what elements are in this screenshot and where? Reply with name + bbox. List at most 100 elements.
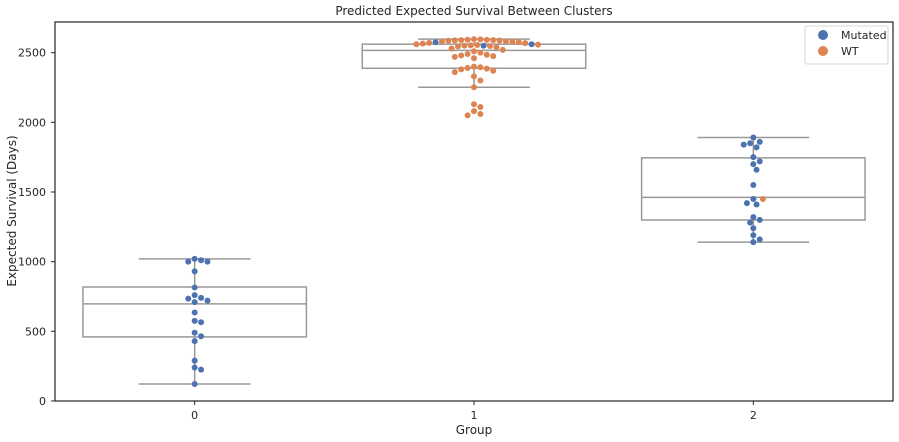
wt-point [471, 101, 477, 108]
wt-point [487, 42, 493, 49]
mutated-point [198, 294, 205, 301]
wt-point [477, 64, 484, 71]
mutated-point [198, 319, 205, 326]
mutated-point [750, 225, 757, 232]
legend-label-mutated: Mutated [841, 29, 887, 42]
box-iqr [640, 157, 866, 221]
wt-point [759, 195, 766, 202]
legend: Mutated WT [804, 25, 889, 65]
wt-point [451, 69, 458, 76]
y-tick-label: 0 [39, 395, 46, 408]
wt-point [471, 48, 477, 55]
mutated-point [740, 141, 747, 148]
mutated-point [198, 333, 205, 340]
mutated-point [747, 140, 754, 147]
wt-point [464, 112, 471, 119]
wt-point [477, 103, 484, 110]
mutated-point [185, 295, 192, 302]
y-axis-title: Expected Survival (Days) [5, 135, 19, 286]
mutated-point [750, 239, 757, 246]
wt-point [464, 64, 471, 71]
wt-point [509, 38, 516, 45]
wt-point [448, 45, 455, 52]
wt-point [458, 66, 465, 73]
wt-point [458, 37, 465, 44]
wt-point [490, 67, 497, 74]
chart-title: Predicted Expected Survival Between Clus… [335, 4, 612, 18]
mutated-point [191, 357, 198, 364]
wt-point [477, 49, 484, 56]
wt-point [471, 36, 477, 43]
x-axis-title: Group [456, 423, 493, 437]
mutated-point [753, 144, 760, 151]
wt-point [419, 40, 426, 47]
mutated-point [750, 134, 757, 141]
mutated-point [191, 284, 198, 291]
wt-point [451, 53, 458, 60]
mutated-point [750, 154, 757, 161]
mutated-point [750, 232, 757, 239]
legend-marker-mutated [818, 30, 828, 40]
x-tick-label: 0 [191, 409, 198, 422]
mutated-point [198, 257, 205, 264]
wt-point [474, 41, 481, 48]
wt-point [477, 110, 484, 117]
mutated-point [191, 381, 198, 388]
mutated-point [191, 268, 198, 275]
wt-point [496, 37, 503, 44]
mutated-point [528, 41, 535, 48]
wt-point [413, 41, 420, 48]
wt-point [471, 73, 477, 80]
y-tick-label: 500 [25, 325, 46, 338]
mutated-point [204, 258, 211, 265]
wt-point [451, 37, 458, 44]
wt-point [471, 108, 477, 115]
wt-point [515, 39, 522, 46]
wt-point [464, 51, 471, 58]
y-tick-label: 2500 [18, 47, 46, 60]
mutated-point [753, 201, 760, 208]
wt-point [467, 42, 474, 49]
mutated-point [191, 309, 198, 316]
wt-point [499, 46, 506, 53]
wt-point [503, 38, 509, 45]
y-tick-label: 1000 [18, 256, 46, 269]
wt-point [493, 44, 500, 51]
mutated-point [191, 299, 198, 306]
y-tick-label: 2000 [18, 116, 46, 129]
legend-label-wt: WT [841, 45, 859, 58]
wt-point [464, 36, 471, 43]
mutated-point [191, 255, 198, 262]
wt-point [483, 65, 490, 72]
x-tick-label: 1 [471, 409, 478, 422]
legend-marker-wt [818, 46, 828, 56]
plot-area [82, 36, 866, 388]
x-axis: 0 1 2 [191, 401, 757, 422]
box-group-1 [361, 38, 587, 88]
mutated-point [191, 338, 198, 345]
mutated-point [185, 258, 192, 265]
wt-point [426, 39, 433, 46]
mutated-point [753, 166, 760, 173]
x-tick-label: 2 [750, 409, 757, 422]
mutated-point [756, 236, 763, 243]
y-tick-label: 1500 [18, 186, 46, 199]
wt-point [483, 36, 490, 43]
mutated-point [480, 42, 487, 49]
mutated-point [191, 292, 198, 299]
mutated-point [750, 214, 757, 221]
mutated-point [756, 216, 763, 223]
wt-point [483, 51, 490, 58]
y-axis: 0 500 1000 1500 2000 2500 [18, 47, 55, 408]
wt-point [455, 43, 461, 50]
mutated-point [198, 366, 205, 373]
mutated-point [191, 317, 198, 324]
mutated-point [204, 297, 211, 304]
mutated-point [750, 195, 757, 202]
mutated-point [750, 182, 757, 189]
wt-point [490, 53, 497, 60]
wt-point [522, 40, 529, 47]
wt-point [471, 63, 477, 70]
wt-point [445, 37, 452, 44]
